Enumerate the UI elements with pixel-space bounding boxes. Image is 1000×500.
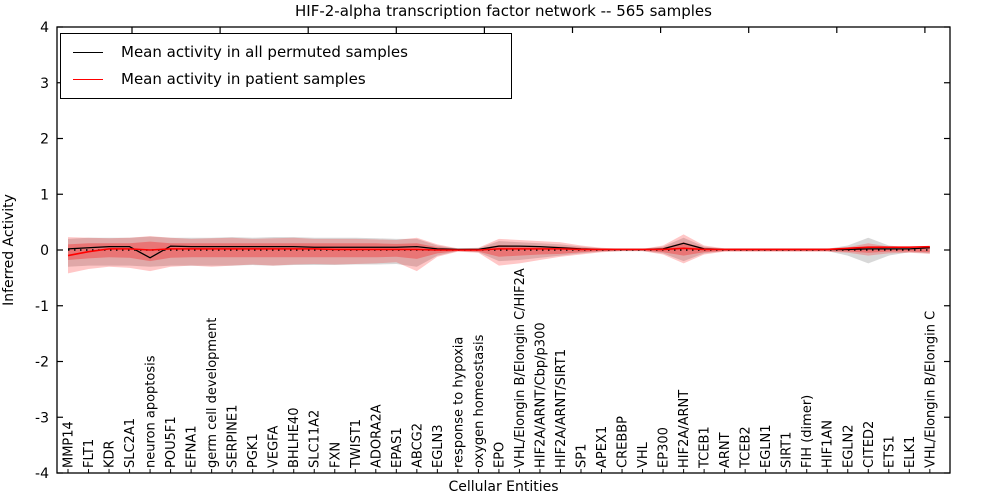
y-tick-label: -4	[35, 466, 49, 482]
x-tick-label: FXN	[328, 442, 343, 468]
x-tick-label: KDR	[103, 440, 118, 468]
y-tick-label: -3	[35, 410, 49, 426]
y-tick-label: 3	[40, 76, 49, 92]
x-tick-label: POU5F1	[164, 416, 179, 468]
x-tick-label: EGLN1	[759, 424, 774, 468]
x-tick-label: response to hypoxia	[451, 337, 466, 468]
legend-item-patient: Mean activity in patient samples	[61, 66, 511, 93]
x-tick-label: SLC2A1	[123, 418, 138, 468]
y-tick-label: 1	[40, 187, 49, 203]
legend-item-permuted: Mean activity in all permuted samples	[61, 39, 511, 66]
x-tick-label: TCEB2	[739, 426, 754, 469]
y-axis-label: Inferred Activity	[1, 194, 17, 306]
x-tick-label: CREBBP	[616, 416, 631, 468]
x-tick-label: EGLN3	[431, 424, 446, 468]
y-tick-label: -1	[35, 299, 49, 315]
y-tick-label: -2	[35, 355, 49, 371]
x-tick-label: EPO	[492, 442, 507, 468]
y-tick-label: 0	[40, 243, 49, 259]
x-axis-label: Cellular Entities	[448, 479, 559, 495]
x-tick-label: neuron apoptosis	[144, 355, 159, 468]
x-tick-label: BHLHE40	[287, 408, 302, 468]
legend-line-permuted-icon	[73, 52, 103, 53]
x-tick-label: CITED2	[862, 421, 877, 468]
x-tick-label: TCEB1	[698, 426, 713, 469]
x-tick-label: SP1	[575, 444, 590, 468]
series-line-patient	[67, 245, 930, 257]
x-tick-label: FIH (dimer)	[800, 395, 815, 468]
x-tick-label: VHL/Elongin B/Elongin C	[923, 311, 938, 468]
band-patient-samples-outer-spread	[68, 234, 930, 274]
x-tick-label: EGLN2	[841, 424, 856, 468]
legend: Mean activity in all permuted samples Me…	[60, 33, 512, 99]
x-tick-label: VEGFA	[267, 426, 282, 468]
x-tick-label: EPAS1	[390, 427, 405, 468]
x-tick-label: SIRT1	[780, 432, 795, 468]
x-tick-label: HIF2A/ARNT	[677, 390, 692, 468]
x-tick-label: ABCG2	[410, 423, 425, 468]
x-tick-label: oxygen homeostasis	[472, 334, 487, 468]
x-tick-label: SERPINE1	[226, 405, 241, 468]
x-tick-label: EP300	[657, 427, 672, 468]
x-tick-label: ARNT	[718, 432, 733, 468]
x-tick-label: EFNA1	[185, 425, 200, 468]
x-tick-label: VHL	[636, 441, 651, 468]
x-tick-label: MMP14	[62, 421, 77, 468]
x-tick-label: HIF1AN	[821, 420, 836, 468]
y-tick-label: 2	[40, 132, 49, 148]
y-tick-label: 4	[40, 20, 49, 36]
x-tick-label: HIF2A/ARNT/SIRT1	[554, 349, 569, 468]
legend-line-patient-icon	[73, 79, 103, 80]
x-tick-label: HIF2A/ARNT/Cbp/p300	[533, 322, 548, 468]
x-tick-label: PGK1	[246, 433, 261, 468]
legend-label-patient: Mean activity in patient samples	[121, 70, 366, 88]
chart-title: HIF-2-alpha transcription factor network…	[295, 2, 712, 20]
legend-label-permuted: Mean activity in all permuted samples	[121, 43, 408, 61]
x-tick-label: ADORA2A	[369, 404, 384, 468]
x-tick-label: ETS1	[882, 435, 897, 468]
x-tick-label: VHL/Elongin B/Elongin C/HIF2A	[513, 268, 528, 468]
x-tick-label: FLT1	[82, 439, 97, 468]
x-tick-label: germ cell development	[205, 318, 220, 468]
x-tick-label: TWIST1	[349, 419, 364, 469]
band-permuted-samples-spread	[68, 236, 930, 267]
x-tick-label: SLC11A2	[308, 410, 323, 468]
x-tick-label: ELK1	[903, 436, 918, 468]
x-tick-label: APEX1	[595, 426, 610, 468]
